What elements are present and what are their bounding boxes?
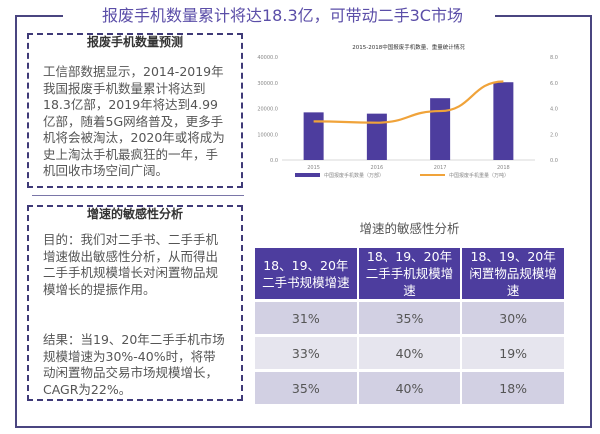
sensitivity-purpose: 目的：我们对二手书、二手手机增速做出敏感性分析，从而得出二手手机规模增长对闲置物… [43,232,219,297]
scrap-phone-chart: 2015-2018中国报废手机数量、重量统计情况 0.0 10000.0 20000.… [257,43,558,179]
table-header: 18、19、20年二手书规模增速 [255,248,357,299]
table-header: 18、19、20年二手手机规模增速 [358,248,461,299]
y-left-tick-label: 40000.0 [257,55,278,61]
bar [303,112,324,160]
bar [430,98,451,160]
legend-label-line: 中国报废手机重量（万吨） [449,172,509,179]
y-left-tick-label: 20000.0 [257,107,278,113]
bar [493,82,514,160]
table-header: 18、19、20年闲置物品规模增速 [462,248,564,299]
table-row: 31% 35% 30% [255,302,564,334]
forecast-text: 工信部数据显示，2014-2019年我国报废手机数量累计将达到18.3亿部，20… [43,64,225,178]
table-cell: 35% [255,372,357,404]
forecast-box: 报废手机数量预测 工信部数据显示，2014-2019年我国报废手机数量累计将达到… [27,33,243,188]
chart-title: 2015-2018中国报废手机数量、重量统计情况 [352,43,465,51]
divider [32,195,244,196]
y-right-tick-label: 4.0 [550,107,558,113]
legend-label-bars: 中国报废手机数量（万部） [324,172,384,179]
table-cell: 33% [255,337,357,369]
x-tick-label: 2015 [307,165,320,171]
y-right-tick-label: 2.0 [550,132,558,138]
sensitivity-heading: 增速的敏感性分析 [86,207,183,221]
table-row: 33% 40% 19% [255,337,564,369]
x-tick-label: 2017 [434,165,447,171]
y-right-tick-label: 0.0 [550,158,558,164]
y-left-tick-label: 30000.0 [257,81,278,87]
y-right-tick-label: 6.0 [550,81,558,87]
sensitivity-box: 增速的敏感性分析 目的：我们对二手书、二手手机增速做出敏感性分析，从而得出二手手… [27,205,243,401]
bar [366,113,387,160]
sensitivity-result: 结果：当19、20年二手手机市场规模增速为30%-40%时，将带动闲置物品交易市… [43,332,225,397]
table-cell: 18% [462,372,564,404]
weight-line [313,80,504,124]
y-left-tick-label: 10000.0 [257,132,278,138]
table-title: 增速的敏感性分析 [359,221,460,236]
table-cell: 40% [358,337,461,369]
table-cell: 30% [462,302,564,334]
sensitivity-table: 18、19、20年二手书规模增速 18、19、20年二手手机规模增速 18、19… [253,245,566,407]
frame-right [495,15,592,428]
x-tick-label: 2018 [497,165,510,171]
table-cell: 31% [255,302,357,334]
table-cell: 35% [358,302,461,334]
y-left-tick-label: 0.0 [270,158,278,164]
table-header-row: 18、19、20年二手书规模增速 18、19、20年二手手机规模增速 18、19… [255,248,564,299]
table-cell: 40% [358,372,461,404]
frame-bottom [15,426,592,428]
table-cell: 19% [462,337,564,369]
legend-swatch-bars [295,173,320,177]
x-tick-label: 2016 [371,165,384,171]
y-right-tick-label: 8.0 [550,55,558,61]
forecast-heading: 报废手机数量预测 [86,35,183,49]
table-row: 35% 40% 18% [255,372,564,404]
page-title: 报废手机数量累计将达18.3亿，可带动二手3C市场 [102,6,463,25]
